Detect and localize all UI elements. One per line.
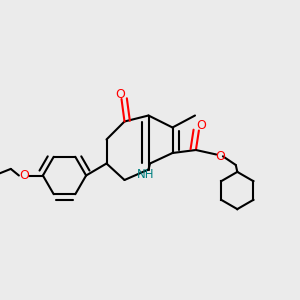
- Text: O: O: [115, 88, 125, 101]
- Text: NH: NH: [137, 168, 154, 182]
- Text: O: O: [215, 150, 225, 164]
- Text: O: O: [196, 118, 206, 132]
- Text: O: O: [19, 169, 29, 182]
